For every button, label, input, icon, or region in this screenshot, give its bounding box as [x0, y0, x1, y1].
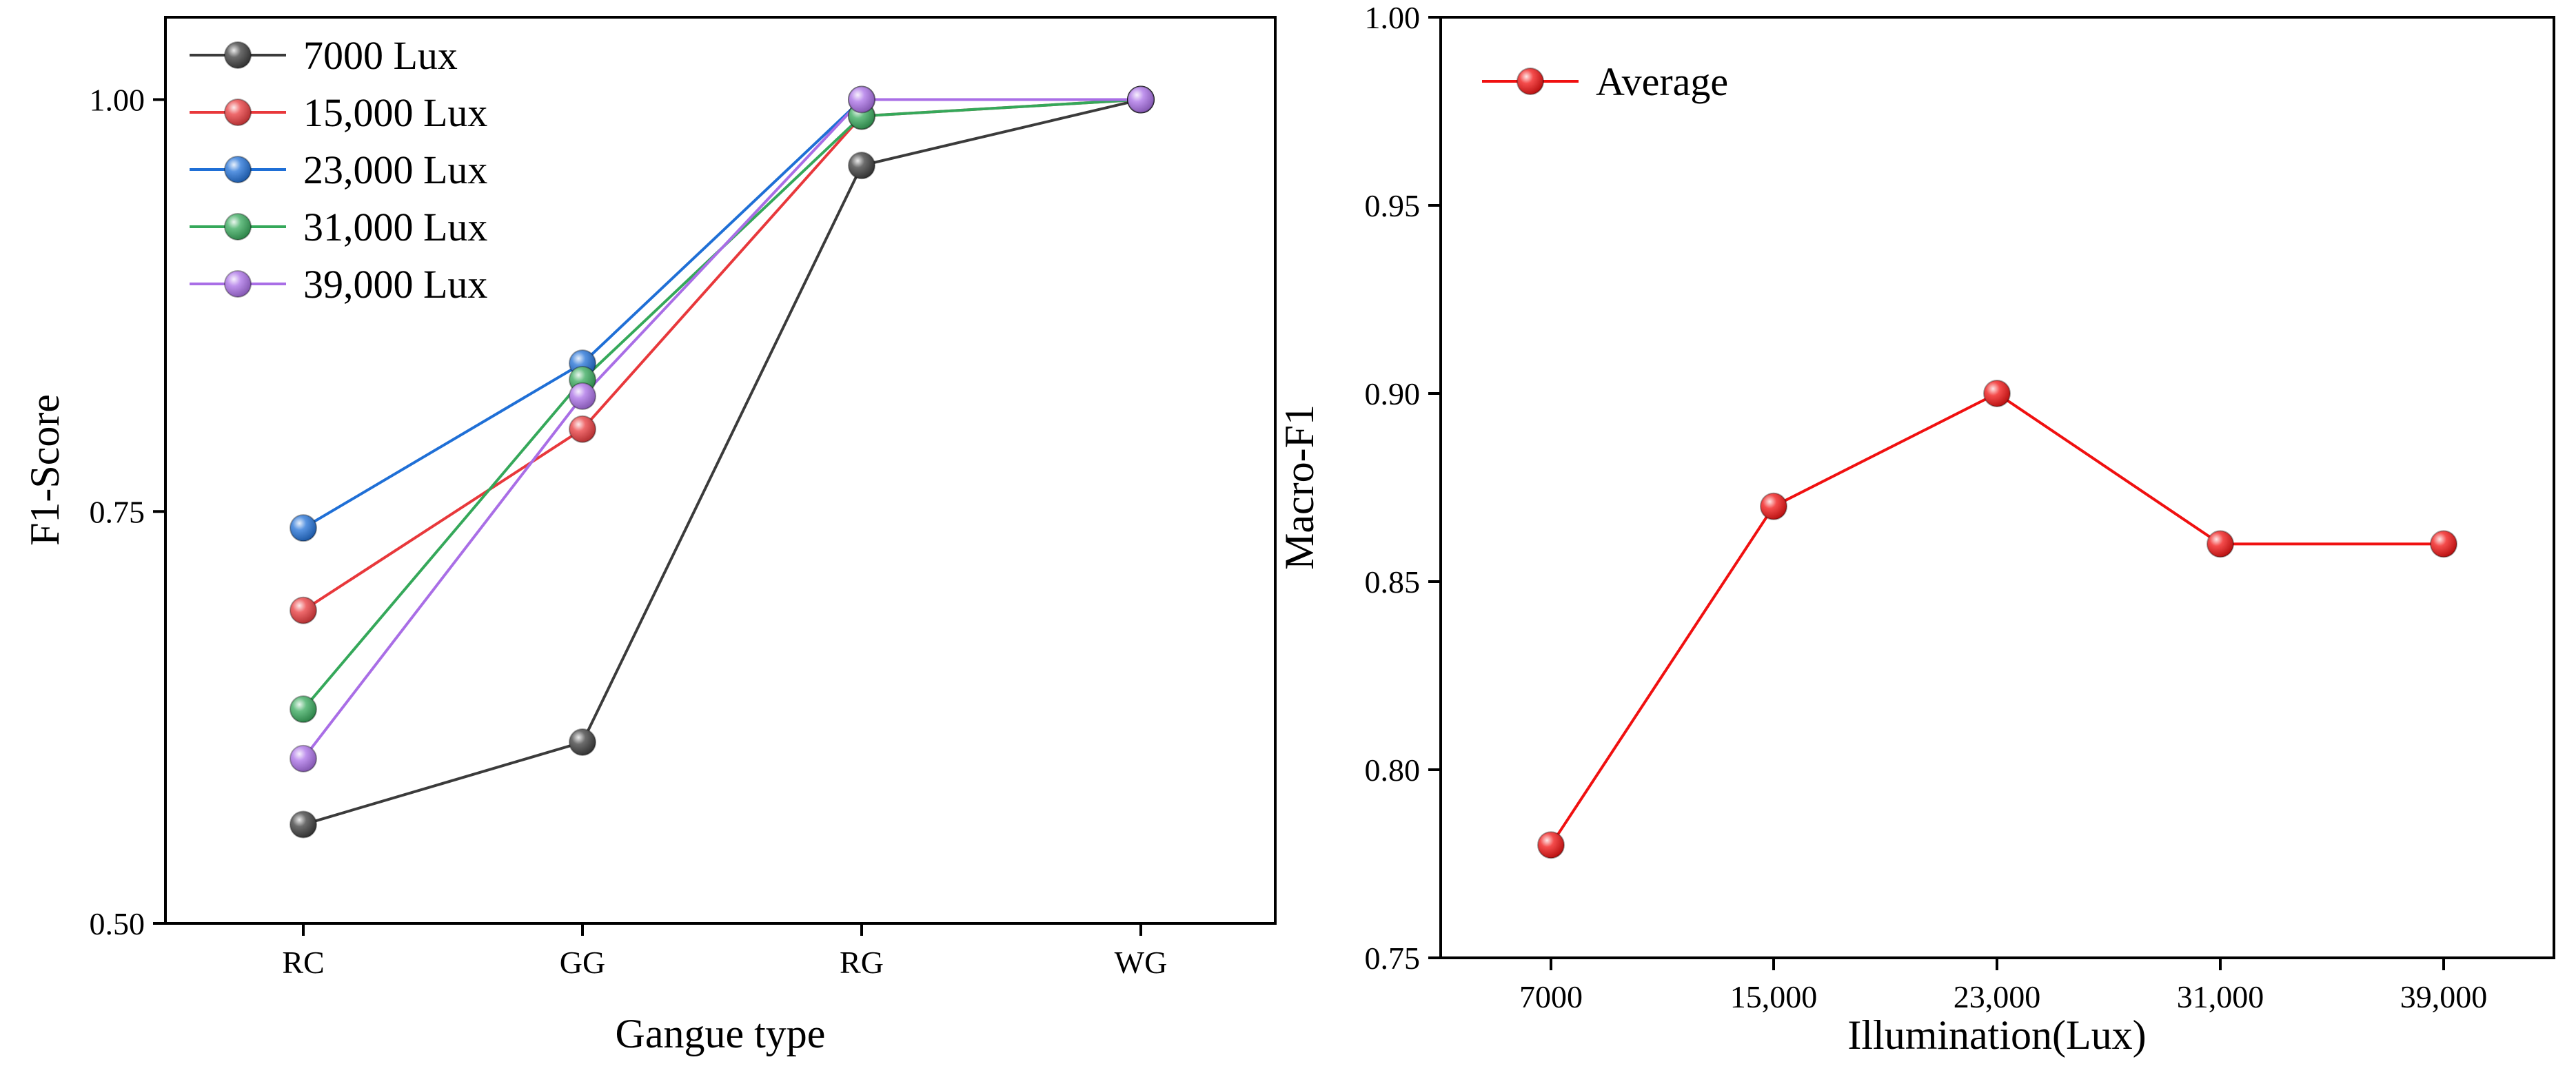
legend-marker — [224, 270, 252, 298]
legend-item: 39,000 Lux — [190, 262, 487, 307]
legend-label: Average — [1596, 59, 1728, 104]
data-point — [290, 514, 317, 542]
legend-marker — [1517, 68, 1544, 95]
y-tick-label: 1.00 — [90, 83, 145, 118]
legend-label: 23,000 Lux — [303, 147, 487, 192]
legend-label: 15,000 Lux — [303, 90, 487, 135]
y-tick-label: 0.95 — [1365, 188, 1421, 223]
x-axis-title: Illumination(Lux) — [1847, 1012, 2146, 1058]
data-point — [1983, 380, 2011, 407]
y-tick-label: 0.75 — [1365, 941, 1421, 976]
chart-illumination-macro-f1: 0.75 0.80 0.85 0.90 0.95 1.00 7000 15,000 23,00… — [1277, 0, 2555, 1058]
x-tick-label: 31,000 — [2177, 979, 2264, 1014]
x-tick-label: 15,000 — [1730, 979, 1818, 1014]
legend-item: Average — [1482, 59, 1728, 104]
legend-item: 31,000 Lux — [190, 205, 487, 249]
x-tick-label: WG — [1115, 945, 1168, 980]
legend-item: 23,000 Lux — [190, 147, 487, 192]
series-lines — [1550, 391, 2444, 846]
legend-marker — [224, 99, 252, 126]
y-axis-ticks: 0.75 0.80 0.85 0.90 0.95 1.00 — [1365, 0, 1441, 976]
legend-item: 15,000 Lux — [190, 90, 487, 135]
y-tick-label: 0.75 — [90, 494, 145, 529]
legend: Average — [1482, 59, 1728, 104]
y-tick-label: 1.00 — [1365, 0, 1421, 35]
legend-marker — [224, 156, 252, 183]
data-point — [2430, 530, 2457, 558]
legend-item: 7000 Lux — [190, 33, 458, 78]
y-tick-label: 0.85 — [1365, 564, 1421, 600]
data-point — [1537, 831, 1565, 859]
plot-frame — [1439, 16, 2555, 959]
x-tick-label: RG — [840, 945, 884, 980]
data-point — [848, 152, 875, 180]
y-axis-ticks: 0.50 0.75 1.00 — [90, 83, 165, 941]
data-point — [569, 728, 596, 756]
data-point — [848, 85, 875, 114]
legend-label: 39,000 Lux — [303, 262, 487, 307]
series-line — [303, 98, 1142, 826]
data-point — [290, 810, 317, 839]
plot-frame — [164, 16, 1277, 925]
data-point — [290, 695, 317, 724]
x-tick-label: 39,000 — [2400, 979, 2488, 1014]
legend-marker — [224, 213, 252, 240]
x-axis-title: Gangue type — [616, 1011, 826, 1056]
y-tick-label: 0.80 — [1365, 752, 1421, 788]
series-points — [1537, 380, 2457, 859]
data-point — [569, 415, 596, 443]
data-point — [2207, 530, 2234, 558]
x-tick-label: 23,000 — [1954, 979, 2041, 1014]
series-line — [1550, 391, 2444, 846]
x-tick-label: GG — [560, 945, 605, 980]
legend-label: 31,000 Lux — [303, 205, 487, 249]
data-point — [1760, 492, 1787, 520]
x-tick-label: RC — [282, 945, 324, 980]
legend: 7000 Lux 15,000 Lux 23,000 Lux 31,000 Lux 39… — [190, 33, 487, 307]
x-tick-label: 7000 — [1519, 979, 1583, 1014]
y-axis-title: F1-Score — [22, 394, 68, 546]
legend-marker — [224, 41, 252, 69]
x-axis-ticks: RC GG RG WG — [282, 923, 1167, 980]
series-points — [290, 85, 1155, 839]
y-tick-label: 0.90 — [1365, 376, 1421, 411]
legend-label: 7000 Lux — [303, 33, 458, 78]
y-tick-label: 0.50 — [90, 906, 145, 941]
data-point — [1127, 85, 1155, 114]
data-point — [290, 596, 317, 624]
chart-gangue-f1: 0.50 0.75 1.00 RC GG RG WG 7000 Lux 15,000 Lux… — [22, 16, 1277, 1056]
x-axis-ticks: 7000 15,000 23,000 31,000 39,000 — [1519, 958, 2487, 1014]
series-lines — [302, 98, 1142, 826]
series-line — [302, 98, 1141, 760]
data-point — [569, 382, 596, 410]
data-point — [290, 744, 317, 772]
y-axis-title: Macro-F1 — [1277, 405, 1322, 570]
